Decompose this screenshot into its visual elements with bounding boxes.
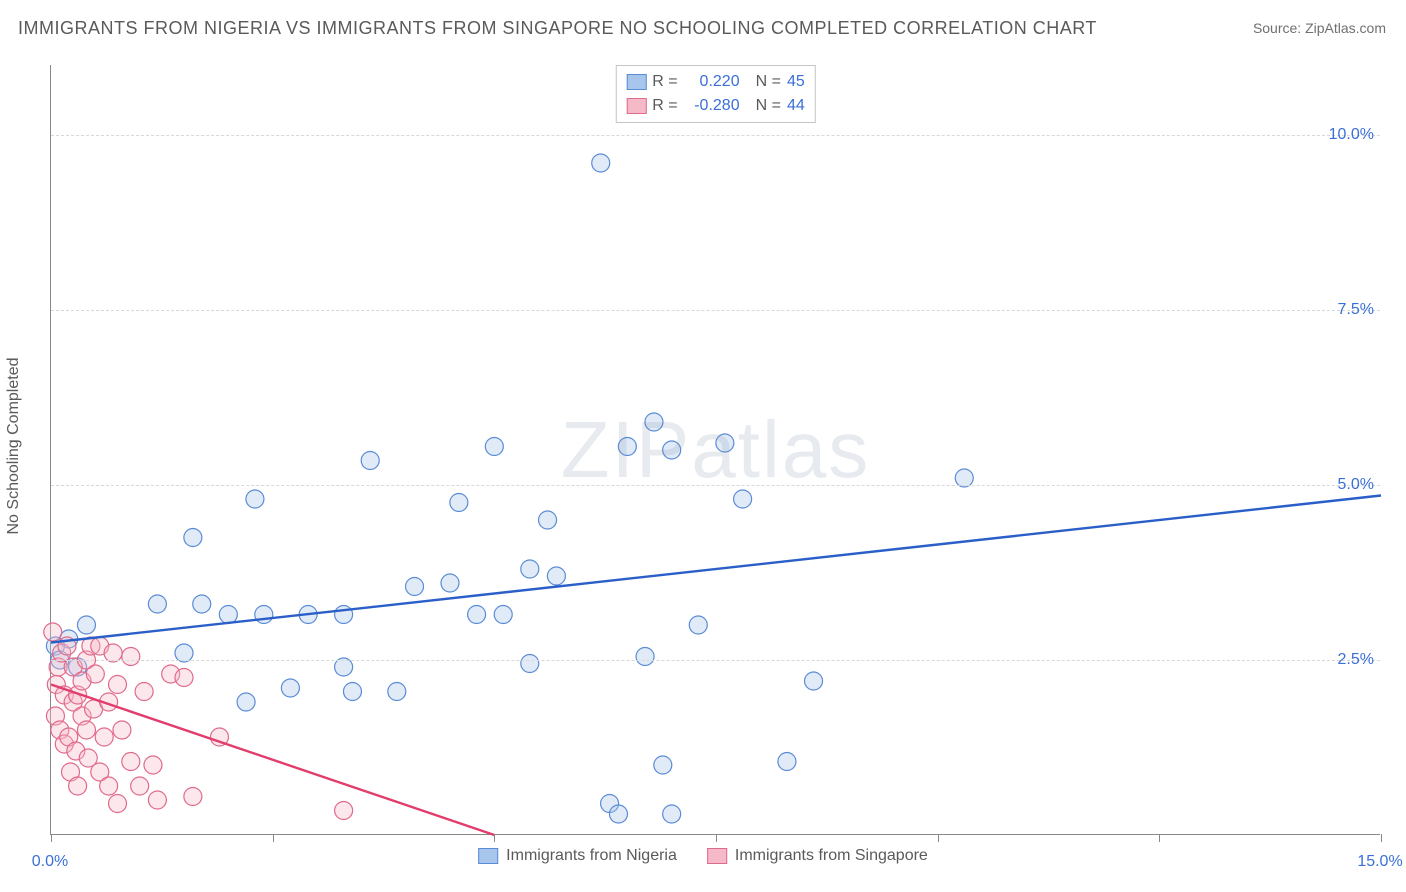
chart-title: IMMIGRANTS FROM NIGERIA VS IMMIGRANTS FR… bbox=[18, 18, 1097, 39]
x-tick bbox=[938, 834, 939, 842]
trend-line-nigeria bbox=[51, 496, 1381, 643]
legend-swatch bbox=[707, 848, 727, 864]
x-tick bbox=[273, 834, 274, 842]
data-point-nigeria bbox=[609, 805, 627, 823]
r-value: -0.280 bbox=[684, 94, 740, 118]
data-point-nigeria bbox=[494, 606, 512, 624]
data-point-singapore bbox=[109, 795, 127, 813]
data-point-nigeria bbox=[734, 490, 752, 508]
x-tick bbox=[1159, 834, 1160, 842]
gridline bbox=[51, 660, 1380, 661]
data-point-nigeria bbox=[388, 683, 406, 701]
legend-series-item: Immigrants from Nigeria bbox=[478, 847, 677, 865]
legend-series-label: Immigrants from Singapore bbox=[735, 847, 928, 865]
data-point-nigeria bbox=[654, 756, 672, 774]
r-label: R = bbox=[652, 70, 677, 94]
data-point-nigeria bbox=[645, 413, 663, 431]
data-point-nigeria bbox=[246, 490, 264, 508]
legend-correlation-row: R = -0.280 N =44 bbox=[626, 94, 804, 118]
legend-swatch bbox=[478, 848, 498, 864]
x-tick-label: 15.0% bbox=[1357, 853, 1402, 871]
data-point-nigeria bbox=[778, 753, 796, 771]
series-legend: Immigrants from Nigeria Immigrants from S… bbox=[478, 847, 928, 865]
data-point-singapore bbox=[109, 676, 127, 694]
gridline bbox=[51, 485, 1380, 486]
chart-svg bbox=[51, 65, 1380, 834]
x-tick bbox=[1381, 834, 1382, 842]
data-point-singapore bbox=[122, 753, 140, 771]
data-point-nigeria bbox=[148, 595, 166, 613]
n-value: 45 bbox=[787, 70, 805, 94]
y-tick-label: 7.5% bbox=[1338, 301, 1374, 319]
y-tick-label: 2.5% bbox=[1338, 651, 1374, 669]
data-point-nigeria bbox=[281, 679, 299, 697]
data-point-nigeria bbox=[361, 452, 379, 470]
r-label: R = bbox=[652, 94, 677, 118]
n-label: N = bbox=[756, 94, 781, 118]
data-point-nigeria bbox=[521, 655, 539, 673]
data-point-nigeria bbox=[592, 154, 610, 172]
data-point-singapore bbox=[86, 665, 104, 683]
data-point-singapore bbox=[135, 683, 153, 701]
legend-series-label: Immigrants from Nigeria bbox=[506, 847, 677, 865]
source-label: Source: ZipAtlas.com bbox=[1253, 20, 1386, 36]
legend-swatch bbox=[626, 74, 646, 90]
y-tick-label: 5.0% bbox=[1338, 476, 1374, 494]
data-point-nigeria bbox=[406, 578, 424, 596]
data-point-nigeria bbox=[450, 494, 468, 512]
data-point-singapore bbox=[148, 791, 166, 809]
data-point-nigeria bbox=[237, 693, 255, 711]
data-point-nigeria bbox=[539, 511, 557, 529]
data-point-nigeria bbox=[219, 606, 237, 624]
data-point-singapore bbox=[113, 721, 131, 739]
data-point-singapore bbox=[69, 777, 87, 795]
x-tick bbox=[716, 834, 717, 842]
data-point-nigeria bbox=[335, 606, 353, 624]
data-point-nigeria bbox=[193, 595, 211, 613]
data-point-nigeria bbox=[468, 606, 486, 624]
data-point-nigeria bbox=[441, 574, 459, 592]
x-tick bbox=[51, 834, 52, 842]
x-tick bbox=[494, 834, 495, 842]
y-tick-label: 10.0% bbox=[1329, 126, 1374, 144]
data-point-nigeria bbox=[805, 672, 823, 690]
data-point-nigeria bbox=[663, 441, 681, 459]
legend-swatch bbox=[626, 98, 646, 114]
data-point-singapore bbox=[335, 802, 353, 820]
gridline bbox=[51, 310, 1380, 311]
data-point-singapore bbox=[184, 788, 202, 806]
data-point-nigeria bbox=[618, 438, 636, 456]
data-point-nigeria bbox=[547, 567, 565, 585]
data-point-singapore bbox=[131, 777, 149, 795]
legend-series-item: Immigrants from Singapore bbox=[707, 847, 928, 865]
data-point-singapore bbox=[144, 756, 162, 774]
correlation-legend: R = 0.220 N =45 R = -0.280 N =44 bbox=[615, 65, 815, 123]
legend-correlation-row: R = 0.220 N =45 bbox=[626, 70, 804, 94]
data-point-nigeria bbox=[184, 529, 202, 547]
data-point-singapore bbox=[175, 669, 193, 687]
data-point-nigeria bbox=[343, 683, 361, 701]
data-point-nigeria bbox=[521, 560, 539, 578]
plot-area: R =0.220N =45R =-0.280N =44 ZIPatlas 2.5… bbox=[50, 65, 1380, 835]
data-point-singapore bbox=[95, 728, 113, 746]
n-label: N = bbox=[756, 70, 781, 94]
data-point-singapore bbox=[44, 623, 62, 641]
x-tick-label: 0.0% bbox=[32, 853, 68, 871]
data-point-nigeria bbox=[77, 616, 95, 634]
data-point-nigeria bbox=[689, 616, 707, 634]
y-axis-label: No Schooling Completed bbox=[5, 358, 23, 535]
data-point-nigeria bbox=[636, 648, 654, 666]
n-value: 44 bbox=[787, 94, 805, 118]
data-point-singapore bbox=[100, 777, 118, 795]
gridline bbox=[51, 135, 1380, 136]
data-point-singapore bbox=[122, 648, 140, 666]
data-point-nigeria bbox=[485, 438, 503, 456]
data-point-nigeria bbox=[663, 805, 681, 823]
data-point-nigeria bbox=[716, 434, 734, 452]
data-point-singapore bbox=[77, 721, 95, 739]
r-value: 0.220 bbox=[684, 70, 740, 94]
